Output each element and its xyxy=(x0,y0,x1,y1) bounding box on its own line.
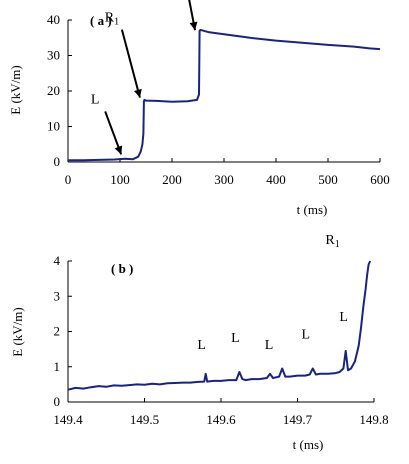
panel-b-annotation-label: L xyxy=(339,310,348,325)
panel-a-annotation-arrow xyxy=(120,29,141,98)
panel-b-label: ( b ) xyxy=(111,261,133,276)
panel-a-x-tick-label: 0 xyxy=(65,172,72,187)
panel-b-ylabel: E (kV/m) xyxy=(10,307,25,356)
panel-b-y-tick-label: 2 xyxy=(54,324,61,339)
panel-b-x-tick-label: 149.5 xyxy=(130,412,159,427)
panel-b-x-tick-label: 149.8 xyxy=(359,412,388,427)
panel-a-y-tick-label: 0 xyxy=(54,154,61,169)
panel-b-y-tick-label: 4 xyxy=(54,253,61,268)
panel-b-y-tick-label: 3 xyxy=(54,288,61,303)
panel-b-annotation-label: R1 xyxy=(325,233,339,250)
panel-a-y-tick-label: 30 xyxy=(47,48,60,63)
panel-b-xlabel: t (ms) xyxy=(293,437,324,452)
panel-a-chart: ( a ) E (kV/m) t (ms) 0 100 200 300 400 500 60… xyxy=(8,0,390,217)
panel-b-annotation-label: L xyxy=(301,328,310,343)
panel-b-annotation-label: L xyxy=(197,338,206,353)
panel-b-x-tick-label: 149.6 xyxy=(206,412,236,427)
panel-a-y-tick-label: 10 xyxy=(47,119,60,134)
panel-a-ylabel: E (kV/m) xyxy=(8,65,23,114)
panel-a-annotation-arrowhead xyxy=(189,21,198,31)
panel-b-y-tick-label: 0 xyxy=(54,394,61,409)
panel-a-annotation-arrowhead xyxy=(134,88,142,98)
panel-a-annotation-label: R1 xyxy=(105,11,119,28)
panel-a-annotation-arrow xyxy=(188,0,197,31)
panel-a-x-tick-label: 400 xyxy=(266,172,286,187)
panel-b-x-tick-label: 149.7 xyxy=(283,412,313,427)
panel-a-annotation-arrowhead xyxy=(114,145,123,155)
panel-b-annotation-label: L xyxy=(265,338,274,353)
panel-a-annotation-label: L xyxy=(91,92,100,107)
panel-a-series-line xyxy=(68,28,381,162)
panel-a-xlabel: t (ms) xyxy=(297,202,328,217)
panel-b-annotation-label: L xyxy=(231,331,240,346)
panel-a-x-tick-label: 100 xyxy=(110,172,130,187)
panel-a-x-tick-label: 600 xyxy=(370,172,390,187)
panel-a-x-tick-label: 500 xyxy=(318,172,338,187)
panel-a-y-tick-label: 40 xyxy=(47,12,60,27)
panel-b-chart: ( b ) E (kV/m) t (ms) 149.4 149.5 149.6 149… xyxy=(10,233,389,452)
panel-a-x-tick-label: 300 xyxy=(214,172,234,187)
panel-b-x-tick-label: 149.4 xyxy=(53,412,83,427)
panel-a-y-tick-label: 20 xyxy=(47,83,60,98)
panel-a-label: ( a ) xyxy=(90,13,112,28)
panel-a-x-tick-label: 200 xyxy=(162,172,182,187)
panel-b-series-line xyxy=(67,260,372,391)
panel-b-y-tick-label: 1 xyxy=(54,359,61,374)
